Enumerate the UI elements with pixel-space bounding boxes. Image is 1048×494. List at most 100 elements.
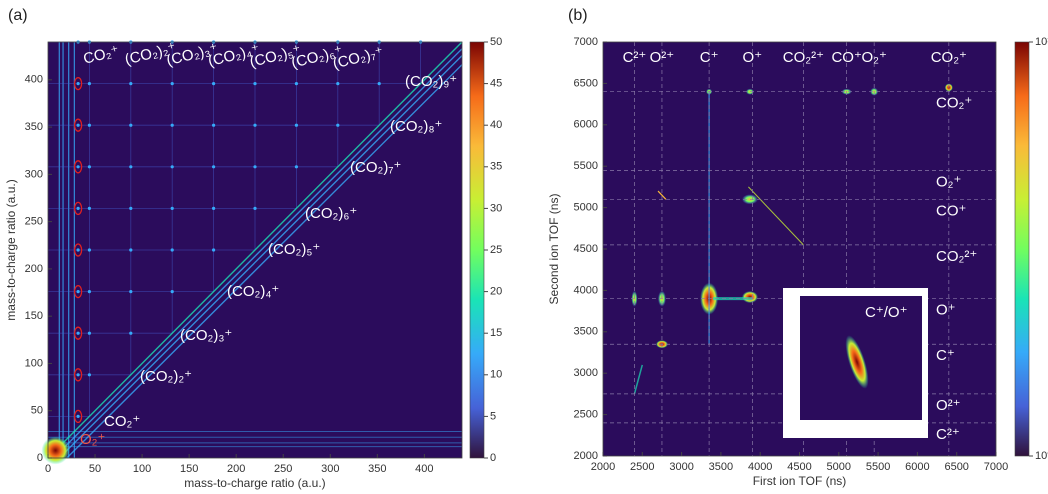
x-tick-label: 2000 (591, 461, 615, 473)
ion-top-label: C⁺ (700, 49, 719, 66)
feature (170, 82, 174, 86)
colorbar-tick-label: 10¹ (1035, 36, 1048, 48)
y-tick-label: 2500 (574, 409, 598, 421)
colorbar-tick-label: 45 (490, 78, 502, 90)
y-tick-label: 6000 (574, 119, 598, 131)
x-tick-label: 5000 (827, 461, 851, 473)
ion-right-label: CO⁺ (936, 202, 966, 219)
feature (87, 373, 91, 377)
x-tick-label: 5500 (866, 461, 890, 473)
x-tick-label: 4000 (748, 461, 772, 473)
y-tick-label: 5500 (574, 160, 598, 172)
x-tick-label: 4500 (787, 461, 811, 473)
feature (657, 190, 667, 200)
x-tick-label: 100 (133, 463, 151, 475)
x-tick-label: 200 (227, 463, 245, 475)
feature (76, 373, 80, 377)
ion-top-label: CO⁺ (831, 49, 861, 66)
feature (66, 64, 463, 459)
ion-top-label: C²⁺ (623, 49, 647, 66)
feature (294, 165, 298, 169)
y-tick-label: 100 (25, 357, 43, 369)
diagonal-label: (CO₂)₂⁺ (140, 368, 192, 385)
feature (76, 290, 80, 294)
y-tick-label: 3500 (574, 326, 598, 338)
feature (253, 165, 257, 169)
y-tick-label: 2000 (574, 450, 598, 462)
feature (87, 206, 91, 210)
feature (129, 165, 133, 169)
colorbar-tick-label: 10 (490, 369, 502, 381)
x-tick-label: 350 (368, 463, 386, 475)
feature (170, 206, 174, 210)
x-tick-label: 6000 (905, 461, 929, 473)
feature (129, 290, 133, 294)
ion-right-label: CO₂⁺ (936, 95, 972, 112)
x-tick-label: 0 (45, 463, 51, 475)
feature (336, 82, 340, 86)
feature (76, 414, 80, 418)
ion-right-label: C⁺ (936, 347, 955, 364)
inset-label: C⁺/O⁺ (865, 304, 908, 321)
ion-right-label: O₂⁺ (936, 173, 961, 190)
colorbar-tick-label: 15 (490, 327, 502, 339)
colorbar-tick-label: 25 (490, 244, 502, 256)
y-tick-label: 50 (31, 405, 43, 417)
feature (73, 160, 83, 174)
feature (73, 201, 83, 216)
ion-top-label: CO₂²⁺ (783, 49, 824, 66)
ion-right-label: C²⁺ (936, 426, 960, 443)
colorbar-tick-label: 0 (490, 452, 496, 464)
feature (41, 436, 70, 465)
feature (87, 248, 91, 252)
x-tick-label: 2500 (630, 461, 654, 473)
y-axis-title: Second ion TOF (ns) (547, 194, 561, 305)
feature (253, 82, 257, 86)
y-tick-label: 150 (25, 310, 43, 322)
feature (748, 186, 804, 246)
x-axis-title: First ion TOF (ns) (753, 474, 847, 488)
y-tick-label: 350 (25, 121, 43, 133)
feature (73, 409, 83, 424)
feature (212, 206, 216, 210)
ion-top-label: O₂⁺ (861, 49, 886, 66)
y-tick-label: 7000 (574, 36, 598, 48)
diagonal-label: (CO₂)₆⁺ (305, 205, 357, 222)
x-tick-label: 3000 (669, 461, 693, 473)
y-tick-label: 250 (25, 216, 43, 228)
ion-top-label: CO₂⁺ (931, 49, 967, 66)
feature (47, 41, 463, 459)
feature (76, 206, 80, 210)
feature (741, 291, 758, 304)
y-tick-label: 3000 (574, 367, 598, 379)
feature (87, 331, 91, 335)
y-tick-label: 300 (25, 168, 43, 180)
feature (336, 123, 340, 127)
colorbar-tick-label: 40 (490, 119, 502, 131)
feature (129, 123, 133, 127)
feature (129, 206, 133, 210)
feature (87, 123, 91, 127)
feature (294, 123, 298, 127)
feature (87, 82, 91, 86)
feature (76, 123, 80, 127)
diagonal-label: (CO₂)₃⁺ (180, 327, 232, 344)
feature (170, 290, 174, 294)
x-tick-label: 400 (415, 463, 433, 475)
inset-blob (845, 335, 869, 389)
diagonal-label: (CO₂)₇⁺ (350, 159, 401, 176)
feature (170, 165, 174, 169)
x-tick-label: 6500 (944, 461, 968, 473)
y-tick-label: 4500 (574, 243, 598, 255)
colorbar (469, 41, 485, 459)
feature (170, 123, 174, 127)
feature (53, 48, 463, 459)
colorbar-tick-label: 20 (490, 286, 502, 298)
y-tick-label: 5000 (574, 202, 598, 214)
ion-top-label: O⁺ (743, 49, 763, 66)
colorbar-tick-label: 5 (490, 410, 496, 422)
colorbar (1014, 41, 1030, 457)
feature (58, 55, 463, 459)
feature (129, 331, 133, 335)
feature (73, 368, 83, 382)
